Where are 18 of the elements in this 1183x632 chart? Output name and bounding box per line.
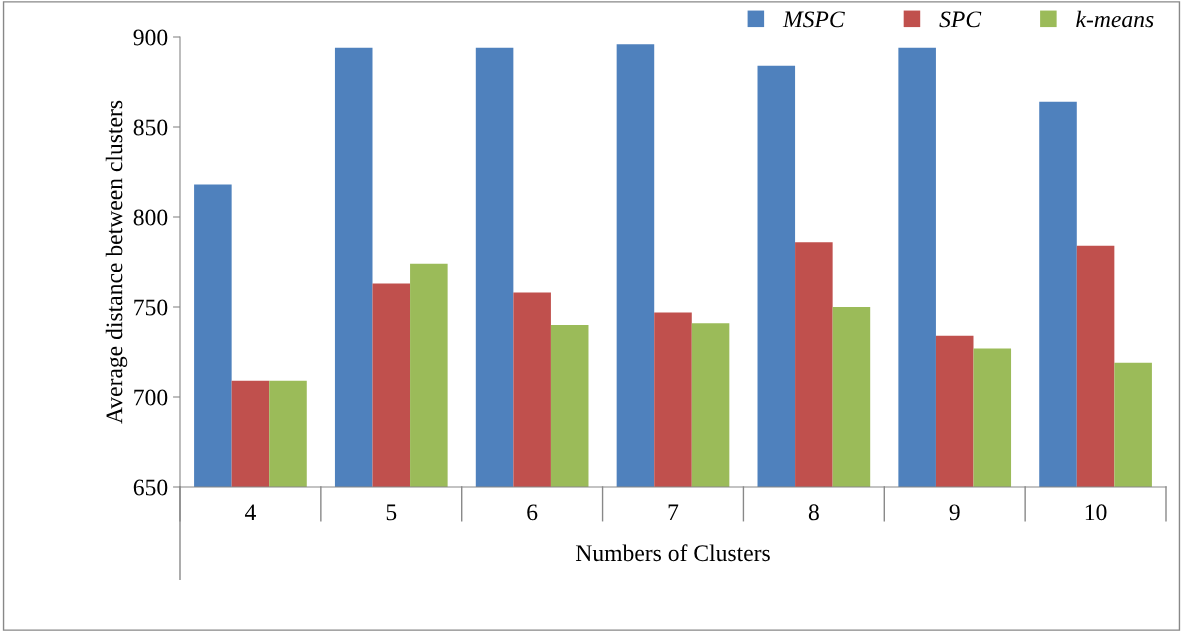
x-tick-label: 6 — [527, 504, 538, 521]
legend-label: k-means — [1076, 10, 1154, 28]
y-tick-label: 800 — [133, 209, 168, 226]
x-tick-label: 5 — [386, 504, 397, 521]
x-tick-label: 10 — [1085, 504, 1107, 521]
legend-label: SPC — [939, 11, 982, 28]
x-tick-label: 7 — [668, 504, 679, 521]
x-tick-label: 4 — [244, 504, 256, 521]
y-tick-label: 900 — [133, 29, 168, 46]
y-tick-label: 700 — [134, 389, 168, 406]
x-axis-title: Numbers of Clusters — [575, 544, 770, 562]
y-tick-label: 650 — [133, 479, 168, 496]
y-axis-title: Average distance between clusters — [105, 100, 128, 424]
y-tick-label: 750 — [134, 299, 168, 316]
x-tick-label: 9 — [949, 504, 960, 521]
x-tick-label: 8 — [808, 504, 819, 521]
legend-label: MSPC — [782, 11, 845, 28]
y-tick-label: 850 — [133, 119, 168, 136]
